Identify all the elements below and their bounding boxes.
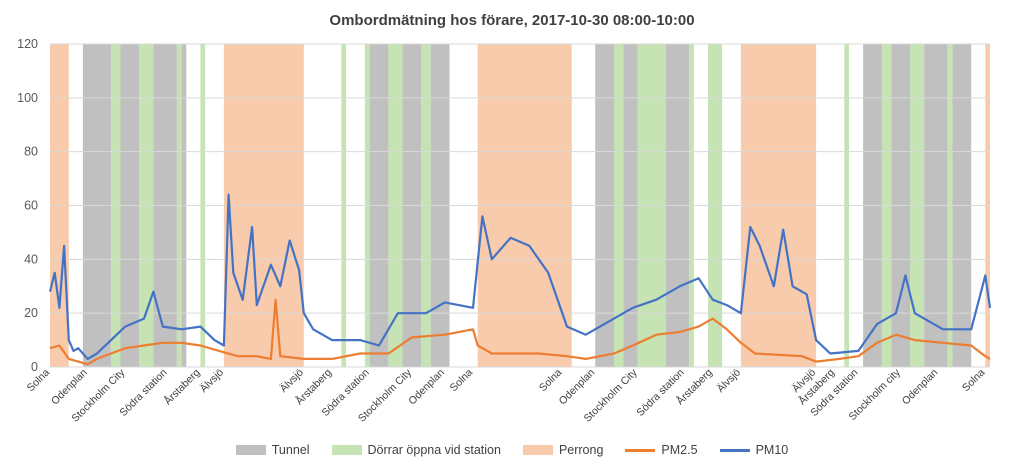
legend-label: Perrong: [558, 443, 604, 457]
x-tick-label: Odenplan: [557, 367, 598, 408]
x-tick-label: Älvsjö: [198, 367, 226, 395]
legend-item: Tunnel: [235, 443, 310, 457]
x-tick-label: Södra station: [634, 367, 686, 419]
legend-swatch: [522, 445, 553, 455]
series-lines: [48, 193, 992, 366]
x-tick-label: Odenplan: [900, 367, 941, 408]
legend-label: PM2.5: [661, 443, 698, 457]
gridlines: [50, 43, 990, 368]
y-tick-label: 100: [17, 91, 38, 105]
y-tick-label: 120: [17, 37, 38, 51]
x-tick-label: Älvsjö: [715, 367, 743, 395]
y-tick-label: 0: [31, 360, 38, 374]
legend: Tunnel Dörrar öppna vid station Perrong PM2…: [0, 443, 1024, 457]
series-pm10: [48, 193, 992, 360]
legend-swatch: [719, 448, 750, 452]
x-tick-label: Solna: [960, 367, 988, 395]
legend-item: Perrong: [522, 443, 604, 457]
legend-item: PM10: [719, 443, 789, 457]
legend-label: Dörrar öppna vid station: [367, 443, 501, 457]
legend-swatch: [331, 445, 362, 455]
legend-item: Dörrar öppna vid station: [331, 443, 501, 457]
legend-label: Tunnel: [271, 443, 310, 457]
legend-item: PM2.5: [625, 443, 698, 457]
x-tick-label: Odenplan: [406, 367, 447, 408]
legend-swatch: [235, 445, 266, 455]
x-tick-label: Årstaberg: [161, 366, 202, 407]
x-tick-label: Solna: [448, 367, 476, 395]
y-tick-label: 80: [24, 145, 38, 159]
legend-swatch: [625, 448, 656, 452]
y-tick-label: 60: [24, 199, 38, 213]
x-tick-label: Solna: [25, 367, 53, 395]
y-axis-ticks: 0 20 40 60 80 100 120: [17, 37, 38, 374]
legend-label: PM10: [755, 443, 789, 457]
chart-title: Ombordmätning hos förare, 2017-10-30 08:…: [329, 12, 695, 29]
y-tick-label: 40: [24, 252, 38, 266]
series-pm25: [49, 298, 991, 366]
x-tick-label: Solna: [537, 367, 565, 395]
y-tick-label: 20: [24, 306, 38, 320]
